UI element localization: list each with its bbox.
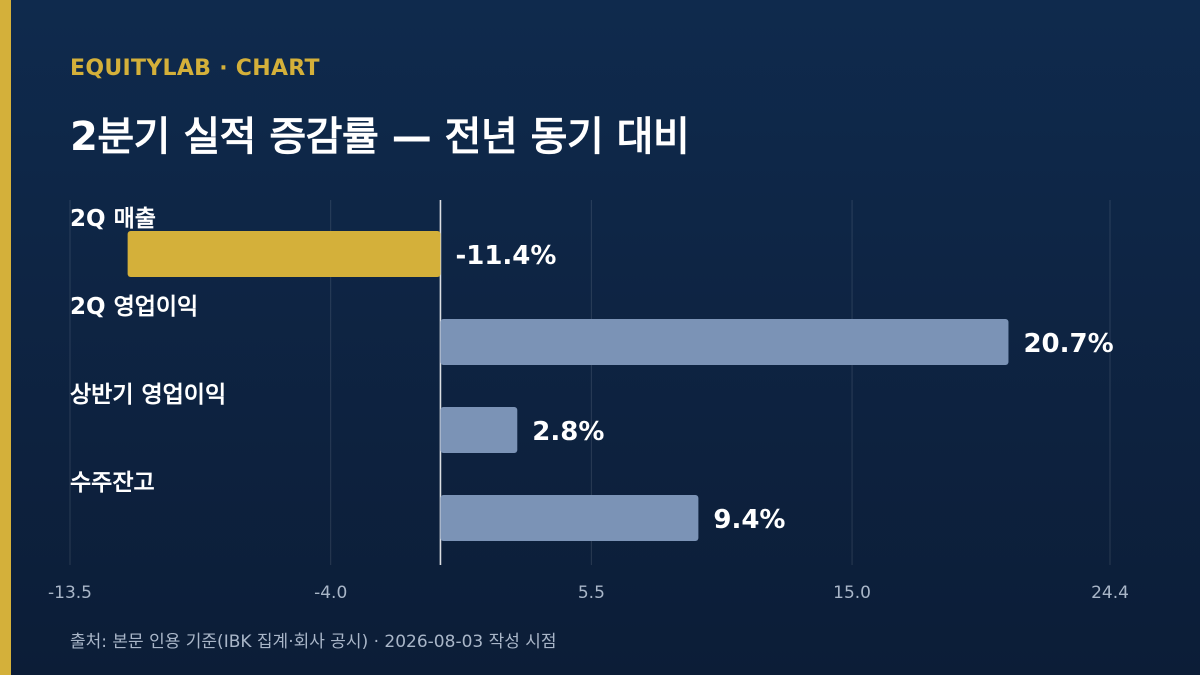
category-label: 수주잔고 bbox=[70, 470, 155, 496]
accent-bar bbox=[0, 0, 11, 675]
x-tick-label: -4.0 bbox=[314, 583, 347, 603]
data-label: -11.4% bbox=[455, 241, 556, 271]
x-tick-label: 24.4 bbox=[1091, 583, 1129, 603]
page-title: 2분기 실적 증감률 — 전년 동기 대비 bbox=[70, 114, 690, 160]
source-note: 출처: 본문 인용 기준(IBK 집계·회사 공시) · 2026-08-03 … bbox=[70, 632, 557, 652]
category-label: 2Q 매출 bbox=[70, 206, 156, 232]
bar bbox=[440, 495, 699, 541]
data-label: 2.8% bbox=[532, 417, 604, 447]
category-label: 상반기 영업이익 bbox=[70, 382, 226, 408]
bar bbox=[440, 319, 1009, 365]
brand-label: EQUITYLAB · CHART bbox=[70, 56, 320, 81]
data-label: 9.4% bbox=[713, 505, 785, 535]
data-label: 20.7% bbox=[1023, 329, 1113, 359]
x-tick-label: 5.5 bbox=[578, 583, 605, 603]
category-label: 2Q 영업이익 bbox=[70, 294, 198, 320]
x-tick-label: 15.0 bbox=[833, 583, 871, 603]
bar bbox=[440, 407, 518, 453]
bar bbox=[127, 231, 441, 277]
x-tick-label: -13.5 bbox=[48, 583, 92, 603]
